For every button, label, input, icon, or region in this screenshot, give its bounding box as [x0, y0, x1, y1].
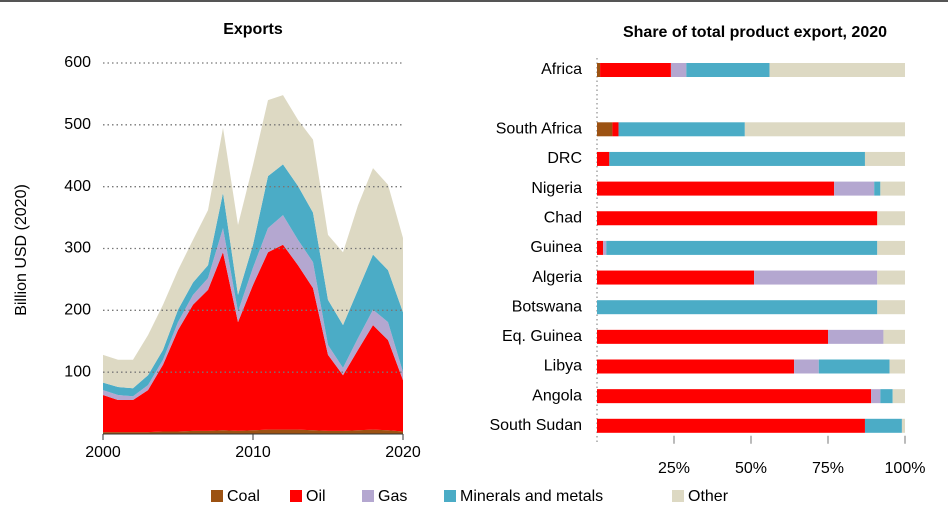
legend-swatch [362, 490, 374, 502]
bar-segment [603, 240, 607, 255]
right-title: Share of total product export, 2020 [623, 24, 887, 41]
bar-segment [889, 359, 905, 374]
y-tick-label: 200 [64, 302, 91, 319]
legend-swatch [211, 490, 223, 502]
category-label: Chad [544, 209, 582, 226]
bar-segment [874, 181, 881, 196]
x-tick-label: 2020 [385, 444, 421, 461]
legend-swatch [290, 490, 302, 502]
bar-segment [744, 122, 905, 137]
category-label: Nigeria [531, 180, 582, 197]
area [103, 244, 403, 433]
x-tick-label: 100% [885, 460, 926, 477]
x-tick-label: 25% [658, 460, 690, 477]
left-title: Exports [223, 21, 283, 38]
bar-segment [597, 63, 601, 77]
bar-segment [901, 418, 905, 433]
bar-segment [877, 270, 905, 285]
y-tick-label: 300 [64, 240, 91, 257]
bar-segment [864, 151, 905, 166]
x-tick-label: 2000 [85, 444, 121, 461]
category-label: DRC [547, 150, 582, 167]
bar-segment [597, 122, 613, 137]
bar-segment [892, 389, 905, 404]
bar-segment [606, 240, 878, 255]
category-label: South Africa [496, 121, 582, 138]
bar-segment [880, 181, 905, 196]
bar-segment [597, 389, 872, 404]
legend-label: Other [688, 488, 729, 505]
category-label: Angola [532, 387, 582, 404]
bar-segment [597, 211, 878, 226]
bar-segment [597, 270, 755, 285]
bar-segment [818, 359, 890, 374]
bar-segment [864, 418, 902, 433]
category-label: Algeria [532, 269, 582, 286]
bar-segment [794, 359, 819, 374]
legend-swatch [672, 490, 684, 502]
bar-segment [597, 181, 835, 196]
bar-segment [754, 270, 878, 285]
bar-segment [597, 240, 604, 255]
category-label: Africa [541, 61, 582, 78]
y-tick-label: 500 [64, 116, 91, 133]
y-tick-label: 400 [64, 178, 91, 195]
legend-label: Minerals and metals [460, 488, 603, 505]
y-tick-label: 600 [64, 54, 91, 71]
bar-segment [597, 329, 828, 344]
category-label: South Sudan [489, 417, 582, 434]
bar-segment [686, 63, 770, 77]
area [103, 164, 403, 397]
category-label: Libya [544, 358, 582, 375]
x-tick-label: 2010 [235, 444, 271, 461]
bar-segment [670, 63, 687, 77]
x-tick-label: 75% [812, 460, 844, 477]
category-label: Eq. Guinea [502, 328, 582, 345]
legend-swatch [444, 490, 456, 502]
bar-segment [597, 300, 878, 315]
bar-segment [597, 151, 610, 166]
category-label: Botswana [512, 298, 582, 315]
area [103, 215, 403, 400]
bar-segment [883, 329, 905, 344]
bar-segment [877, 240, 905, 255]
bar-segment [609, 151, 865, 166]
bar-segment [597, 418, 865, 433]
bar-segment [769, 63, 905, 77]
legend-label: Coal [227, 488, 260, 505]
bar-segment [877, 300, 905, 315]
category-label: Guinea [530, 239, 582, 256]
bar-segment [871, 389, 881, 404]
legend-label: Oil [306, 488, 326, 505]
bar-segment [880, 389, 893, 404]
bar-segment [612, 122, 619, 137]
y-tick-label: 100 [64, 363, 91, 380]
bar-segment [877, 211, 905, 226]
bar-segment [828, 329, 884, 344]
x-tick-label: 50% [735, 460, 767, 477]
area [103, 95, 403, 389]
area [103, 429, 403, 434]
y-axis-title: Billion USD (2020) [13, 184, 30, 316]
bar-segment [600, 63, 671, 77]
bar-segment [597, 359, 795, 374]
bar-segment [618, 122, 745, 137]
legend-label: Gas [378, 488, 407, 505]
bar-segment [834, 181, 875, 196]
